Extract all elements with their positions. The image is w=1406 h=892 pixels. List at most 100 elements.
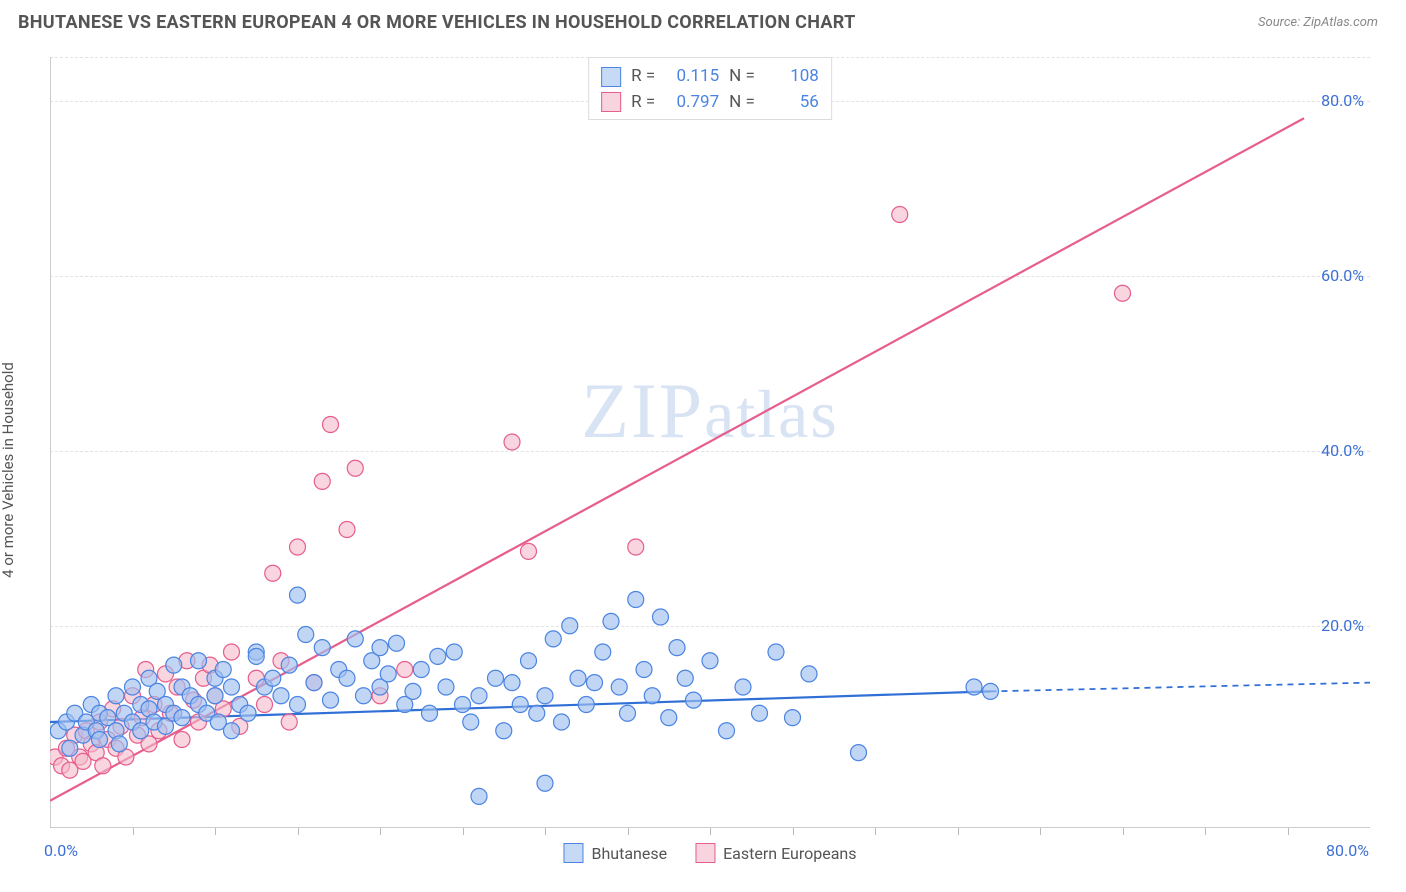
x-minor-tick (793, 827, 794, 835)
data-point (215, 662, 231, 678)
data-point (702, 653, 718, 669)
data-point (422, 705, 438, 721)
data-point (677, 670, 693, 686)
data-point (108, 688, 124, 704)
data-point (851, 745, 867, 761)
data-point (265, 565, 281, 581)
legend-item: Eastern Europeans (695, 843, 856, 863)
x-minor-tick (1205, 827, 1206, 835)
legend-label: Bhutanese (591, 844, 667, 863)
data-point (521, 653, 537, 669)
legend-row: R =0.115 N =108 (601, 64, 819, 90)
legend-item: Bhutanese (563, 843, 667, 863)
data-point (281, 657, 297, 673)
data-point (314, 473, 330, 489)
legend-swatch (601, 92, 621, 112)
data-point (669, 640, 685, 656)
data-point (1115, 285, 1131, 301)
data-point (512, 697, 528, 713)
data-point (347, 631, 363, 647)
x-minor-tick (958, 827, 959, 835)
data-point (628, 539, 644, 555)
data-point (644, 688, 660, 704)
plot-svg (50, 57, 1370, 827)
data-point (240, 705, 256, 721)
x-tick-label: 0.0% (44, 841, 78, 860)
data-point (521, 543, 537, 559)
legend-row: R =0.797 N =56 (601, 90, 819, 116)
data-point (892, 207, 908, 223)
data-point (537, 688, 553, 704)
data-point (314, 640, 330, 656)
data-point (661, 710, 677, 726)
x-minor-tick (710, 827, 711, 835)
data-point (463, 714, 479, 730)
data-point (224, 679, 240, 695)
data-point (455, 697, 471, 713)
data-point (166, 657, 182, 673)
data-point (265, 670, 281, 686)
data-point (413, 662, 429, 678)
x-minor-tick (1288, 827, 1289, 835)
data-point (983, 683, 999, 699)
data-point (290, 587, 306, 603)
data-point (438, 679, 454, 695)
data-point (290, 697, 306, 713)
data-point (92, 732, 108, 748)
x-minor-tick (133, 827, 134, 835)
y-axis-label: 4 or more Vehicles in Household (0, 362, 17, 578)
data-point (356, 688, 372, 704)
data-point (587, 675, 603, 691)
data-point (339, 522, 355, 538)
data-point (323, 417, 339, 433)
data-point (257, 697, 273, 713)
data-point (752, 705, 768, 721)
data-point (603, 613, 619, 629)
data-point (801, 666, 817, 682)
data-point (306, 675, 322, 691)
data-point (372, 640, 388, 656)
source-attribution: Source: ZipAtlas.com (1258, 15, 1378, 30)
legend-swatch (563, 843, 583, 863)
data-point (174, 732, 190, 748)
data-point (529, 705, 545, 721)
data-point (488, 670, 504, 686)
data-point (323, 692, 339, 708)
data-point (966, 679, 982, 695)
data-point (537, 775, 553, 791)
data-point (496, 723, 512, 739)
data-point (290, 539, 306, 555)
data-point (339, 670, 355, 686)
correlation-legend: R =0.115 N =108R =0.797 N =56 (588, 57, 832, 120)
data-point (554, 714, 570, 730)
data-point (446, 644, 462, 660)
data-point (224, 723, 240, 739)
scatter-plot: ZIPatlas 20.0%40.0%60.0%80.0%0.0%80.0%R … (50, 57, 1370, 827)
data-point (111, 736, 127, 752)
data-point (125, 679, 141, 695)
data-point (595, 644, 611, 660)
header: BHUTANESE VS EASTERN EUROPEAN 4 OR MORE … (0, 0, 1406, 37)
data-point (611, 679, 627, 695)
data-point (191, 653, 207, 669)
data-point (397, 662, 413, 678)
data-point (95, 758, 111, 774)
data-point (570, 670, 586, 686)
data-point (628, 592, 644, 608)
data-point (562, 618, 578, 634)
x-tick-label: 80.0% (1326, 841, 1369, 860)
x-minor-tick (298, 827, 299, 835)
data-point (620, 705, 636, 721)
data-point (785, 710, 801, 726)
chart-container: 4 or more Vehicles in Household ZIPatlas… (0, 37, 1406, 885)
data-point (471, 688, 487, 704)
x-minor-tick (875, 827, 876, 835)
data-point (636, 662, 652, 678)
data-point (389, 635, 405, 651)
series-legend: Bhutanese Eastern Europeans (563, 843, 856, 863)
data-point (281, 714, 297, 730)
data-point (405, 683, 421, 699)
data-point (347, 460, 363, 476)
data-point (207, 688, 223, 704)
data-point (380, 666, 396, 682)
